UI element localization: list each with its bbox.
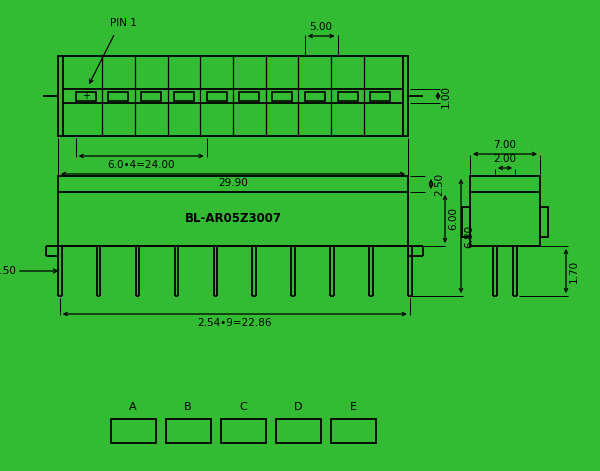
Bar [370,91,390,100]
Bar [141,91,161,100]
Text: 6.00: 6.00 [448,208,458,230]
Text: B: B [184,402,192,412]
Bar [470,176,540,246]
Bar [221,419,265,443]
Bar [58,56,408,136]
Text: A: A [129,402,137,412]
Bar [462,207,470,237]
Bar [272,91,292,100]
Bar [76,91,96,100]
Text: 5.00: 5.00 [310,22,332,32]
Bar [58,176,408,246]
Text: 2.50: 2.50 [434,172,444,195]
Text: 29.90: 29.90 [218,178,248,188]
Text: 2.54•9=22.86: 2.54•9=22.86 [197,318,272,328]
Bar [166,419,211,443]
Text: +: + [82,91,90,101]
Bar [239,91,259,100]
Text: E: E [349,402,356,412]
Text: C: C [239,402,247,412]
Text: 1.70: 1.70 [569,260,579,283]
Text: φ0.50: φ0.50 [0,266,16,276]
Bar [540,207,548,237]
Text: 6.80: 6.80 [464,225,474,248]
Bar [275,419,320,443]
Text: PIN 1: PIN 1 [110,18,136,28]
Text: 7.00: 7.00 [493,140,517,150]
Text: BL-AR05Z3007: BL-AR05Z3007 [185,212,281,226]
Bar [174,91,194,100]
Text: 2.00: 2.00 [493,154,517,164]
Bar [110,419,155,443]
Text: 6.0•4=24.00: 6.0•4=24.00 [107,160,175,170]
Bar [338,91,358,100]
Bar [109,91,128,100]
Text: D: D [294,402,302,412]
Bar [305,91,325,100]
Bar [206,91,227,100]
Bar [331,419,376,443]
Text: 1.00: 1.00 [441,84,451,107]
